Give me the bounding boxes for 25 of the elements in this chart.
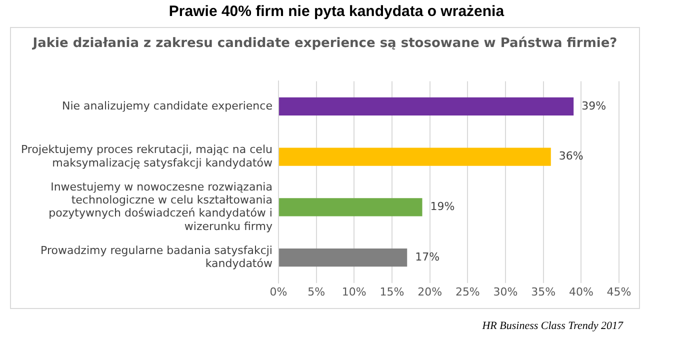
data-label: 17% <box>415 250 440 264</box>
bar <box>278 97 574 116</box>
chart-subtitle: Jakie działania z zakresu candidate experience są stosowane w Państwa firmie? <box>31 36 618 51</box>
bar <box>278 248 408 267</box>
data-label: 39% <box>582 99 606 112</box>
x-tick-label: 10% <box>342 285 366 298</box>
bar <box>278 148 551 166</box>
text: HR Business Class Trendy 2017 <box>482 320 623 332</box>
bar <box>278 198 422 216</box>
data-label: 19% <box>430 200 455 214</box>
x-tick-label: 5% <box>308 285 326 298</box>
x-tick-label: 0% <box>270 285 288 298</box>
chart-title: Prawie 40% firm nie pyta kandydata o wrażenia <box>168 3 506 20</box>
data-label: 36% <box>558 150 584 163</box>
x-tick-label: 20% <box>418 285 442 298</box>
y-tick-label: Nie analizujemy candidate experience <box>62 99 273 112</box>
y-tick-label: Prowadzimy regularne badania satysfakcji kandydatów <box>40 244 272 270</box>
y-tick-label: Inwestujemy w nowoczesne rozwiązania technologiczne w celu kształtowania pozytywnych doświadczeń kandydatów i wizerunku firmy <box>48 180 273 233</box>
x-tick-label: 15% <box>380 285 404 298</box>
x-tick-label: 30% <box>493 285 518 298</box>
x-tick-label: 45% <box>606 285 632 298</box>
y-tick-label: Projektujemy proces rekrutacji, mając na celu maksymalizację satysfakcji kandydatów <box>20 143 272 170</box>
x-tick-label: 35% <box>531 285 556 298</box>
x-tick-label: 25% <box>455 285 480 298</box>
x-tick-label: 40% <box>568 285 594 298</box>
